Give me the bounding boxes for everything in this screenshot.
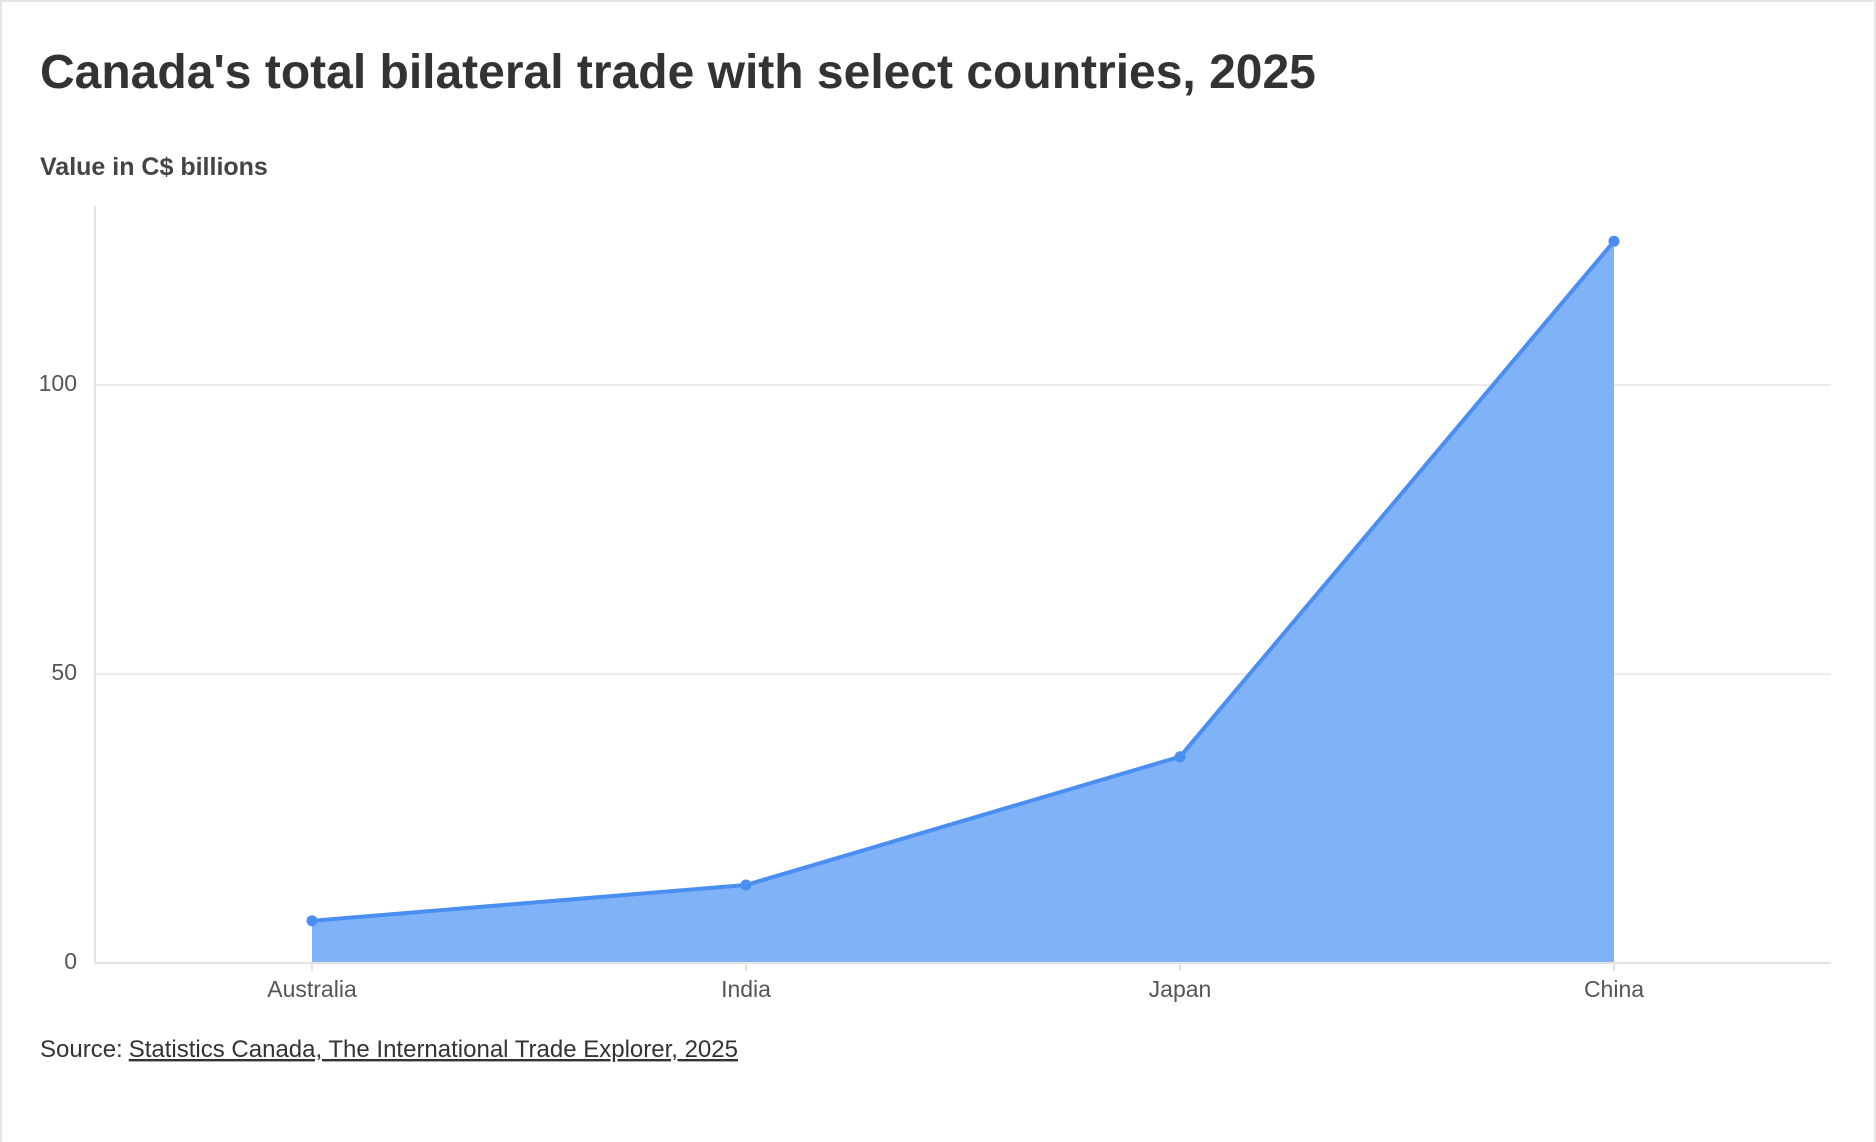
source-label: Source: xyxy=(40,1036,123,1063)
x-tick-label: Japan xyxy=(1149,976,1212,1002)
chart-subtitle: Value in C$ billions xyxy=(40,153,268,181)
y-tick-label: 0 xyxy=(64,948,77,974)
x-tick-label: India xyxy=(721,976,771,1002)
chart-title: Canada's total bilateral trade with sele… xyxy=(40,46,1316,99)
y-tick-label: 100 xyxy=(39,370,77,396)
point xyxy=(1608,235,1620,247)
line xyxy=(311,239,1616,923)
x-tick-label: China xyxy=(1584,976,1644,1002)
point xyxy=(1174,751,1186,763)
source: Source: Statistics Canada, The Internatio… xyxy=(40,1036,738,1063)
point xyxy=(740,879,752,891)
point xyxy=(306,915,318,927)
x-tick-label: Australia xyxy=(267,976,357,1002)
source-link[interactable]: Statistics Canada, The International Tra… xyxy=(129,1036,738,1063)
y-tick-label: 50 xyxy=(51,659,77,685)
area xyxy=(312,241,1614,963)
